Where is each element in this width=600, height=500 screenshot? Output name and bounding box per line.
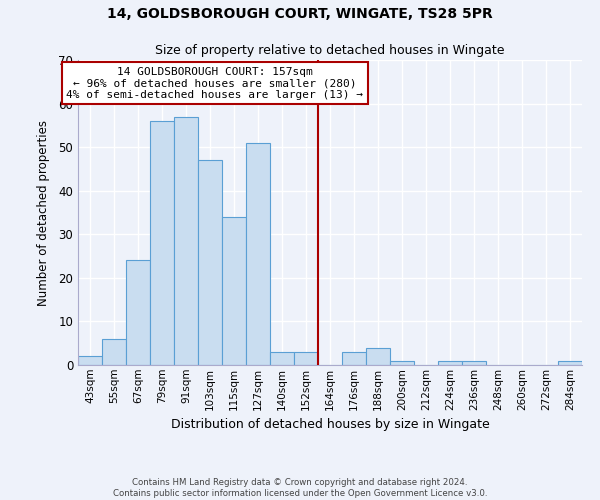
Bar	[342, 352, 366, 365]
Text: 14 GOLDSBOROUGH COURT: 157sqm
← 96% of detached houses are smaller (280)
4% of s: 14 GOLDSBOROUGH COURT: 157sqm ← 96% of d…	[67, 66, 364, 100]
Bar	[222, 217, 246, 365]
Bar	[270, 352, 294, 365]
Title: Size of property relative to detached houses in Wingate: Size of property relative to detached ho…	[155, 44, 505, 58]
Bar	[366, 348, 390, 365]
Y-axis label: Number of detached properties: Number of detached properties	[37, 120, 50, 306]
Bar	[174, 116, 198, 365]
X-axis label: Distribution of detached houses by size in Wingate: Distribution of detached houses by size …	[170, 418, 490, 431]
Bar	[438, 360, 462, 365]
Bar	[294, 352, 318, 365]
Bar	[462, 360, 486, 365]
Bar	[198, 160, 222, 365]
Bar	[558, 360, 582, 365]
Text: 14, GOLDSBOROUGH COURT, WINGATE, TS28 5PR: 14, GOLDSBOROUGH COURT, WINGATE, TS28 5P…	[107, 8, 493, 22]
Bar	[78, 356, 102, 365]
Bar	[102, 339, 126, 365]
Bar	[390, 360, 414, 365]
Text: Contains HM Land Registry data © Crown copyright and database right 2024.
Contai: Contains HM Land Registry data © Crown c…	[113, 478, 487, 498]
Bar	[126, 260, 150, 365]
Bar	[150, 121, 174, 365]
Bar	[246, 143, 270, 365]
